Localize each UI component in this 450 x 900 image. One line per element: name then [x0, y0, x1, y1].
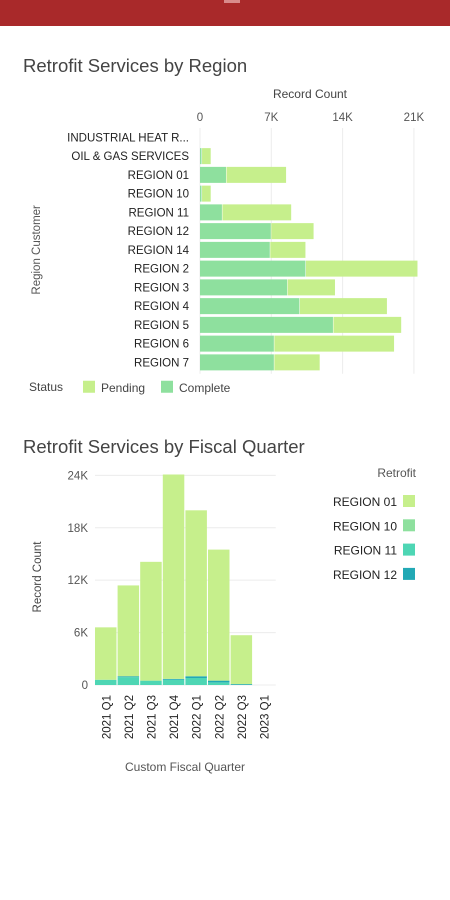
y-axis-title: Record Count [32, 541, 44, 613]
bar-region-11 [117, 677, 140, 685]
x-tick-label: 14K [332, 112, 353, 124]
bar-pending [299, 298, 387, 315]
category-label: OIL & GAS SERVICES [71, 151, 189, 163]
bar-pending [271, 223, 314, 240]
bar-region-11 [185, 678, 207, 685]
bar-pending [202, 148, 211, 165]
category-label: 2022 Q2 [214, 695, 226, 739]
category-label: REGION 3 [134, 282, 189, 294]
chart1-title: Retrofit Services by Region [23, 55, 248, 76]
bar-complete [200, 260, 306, 277]
category-label: REGION 11 [129, 207, 190, 219]
bar-region-01 [185, 510, 207, 677]
category-label: 2022 Q1 [192, 695, 204, 739]
bar-region-11 [208, 682, 230, 685]
bar-region-01 [117, 585, 140, 677]
bar-pending [270, 241, 306, 258]
legend-label: Complete [179, 381, 231, 395]
category-label: 2021 Q1 [101, 695, 113, 739]
bar-pending [202, 185, 211, 202]
chart1-region-bar-chart: Record Count 0 7K 14K 21K Region Customer INDU… [29, 87, 425, 395]
bar-complete [200, 148, 202, 165]
bar-region-12 [208, 680, 230, 683]
category-label: REGION 12 [128, 226, 189, 238]
legend-title: Status [29, 380, 63, 394]
bar-complete [200, 204, 222, 221]
bar-complete [200, 241, 270, 258]
category-label: INDUSTRIAL HEAT R... [67, 132, 189, 144]
bar-complete [200, 354, 274, 371]
chart2-quarter-bar-chart: 0 6K 12K 18K 24K Record Count 2021 Q1 2021 Q2 20… [32, 466, 417, 774]
bar-pending [226, 166, 287, 183]
category-label: REGION 2 [134, 264, 189, 276]
bar-complete [200, 185, 202, 202]
legend-label: Pending [101, 381, 145, 395]
bar-region-01 [230, 635, 253, 685]
tab-handle [224, 0, 240, 3]
legend-swatch [403, 543, 415, 556]
category-label: 2021 Q2 [124, 695, 136, 739]
bar-region-12 [117, 676, 140, 678]
chart2-title: Retrofit Services by Fiscal Quarter [23, 436, 305, 457]
bar-region-11 [140, 680, 162, 685]
x-tick-label: 0 [197, 112, 203, 124]
category-label: 2021 Q3 [147, 695, 159, 739]
bar-region-12 [230, 684, 253, 685]
category-label: REGION 01 [128, 170, 189, 182]
bar-region-01 [208, 549, 230, 681]
bar-region-01 [162, 474, 185, 679]
bar-region-12 [162, 678, 185, 680]
bar-complete [200, 316, 333, 333]
legend-label: REGION 12 [333, 568, 397, 582]
legend-swatch [403, 519, 415, 532]
bar-pending [274, 354, 320, 371]
bar-complete [200, 223, 271, 240]
category-label: 2022 Q3 [237, 695, 249, 739]
legend-label: REGION 10 [333, 519, 397, 533]
bar-complete [200, 279, 288, 296]
legend-swatch [83, 380, 95, 393]
category-label: REGION 7 [134, 357, 189, 369]
bar-complete [200, 298, 300, 315]
y-axis-title: Region Customer [31, 205, 43, 295]
app-header-bar [0, 0, 450, 26]
bar-pending [287, 279, 335, 296]
bar-complete [200, 335, 274, 352]
category-label: REGION 10 [128, 189, 189, 201]
category-label: REGION 14 [128, 245, 190, 257]
bar-pending [333, 316, 402, 333]
bar-region-01 [95, 627, 117, 680]
legend-swatch [161, 380, 173, 393]
legend-title: Retrofit [377, 466, 416, 480]
category-label: 2021 Q4 [169, 694, 181, 739]
legend-swatch [403, 495, 415, 507]
x-tick-label: 7K [264, 112, 278, 124]
y-tick-label: 0 [82, 680, 88, 692]
bar-pending [305, 260, 418, 277]
x-axis-title: Custom Fiscal Quarter [125, 760, 245, 774]
y-tick-label: 24K [68, 470, 89, 482]
x-tick-label: 21K [404, 112, 425, 124]
category-label: REGION 5 [134, 320, 189, 332]
y-tick-label: 18K [68, 523, 89, 535]
legend-label: REGION 01 [333, 495, 397, 509]
category-label: REGION 4 [134, 301, 190, 313]
legend-label: REGION 11 [334, 544, 397, 558]
bar-pending [222, 204, 292, 221]
legend-swatch [403, 567, 415, 580]
bar-region-12 [185, 676, 207, 679]
y-tick-label: 6K [74, 628, 88, 640]
bar-region-01 [140, 561, 162, 681]
bar-region-11 [95, 679, 117, 685]
category-label: REGION 6 [134, 339, 189, 351]
bar-complete [200, 166, 226, 183]
x-axis-title: Record Count [273, 87, 348, 101]
bar-region-11 [162, 679, 185, 685]
y-tick-label: 12K [68, 575, 89, 587]
bar-pending [274, 335, 395, 352]
category-label: 2023 Q1 [260, 695, 272, 739]
